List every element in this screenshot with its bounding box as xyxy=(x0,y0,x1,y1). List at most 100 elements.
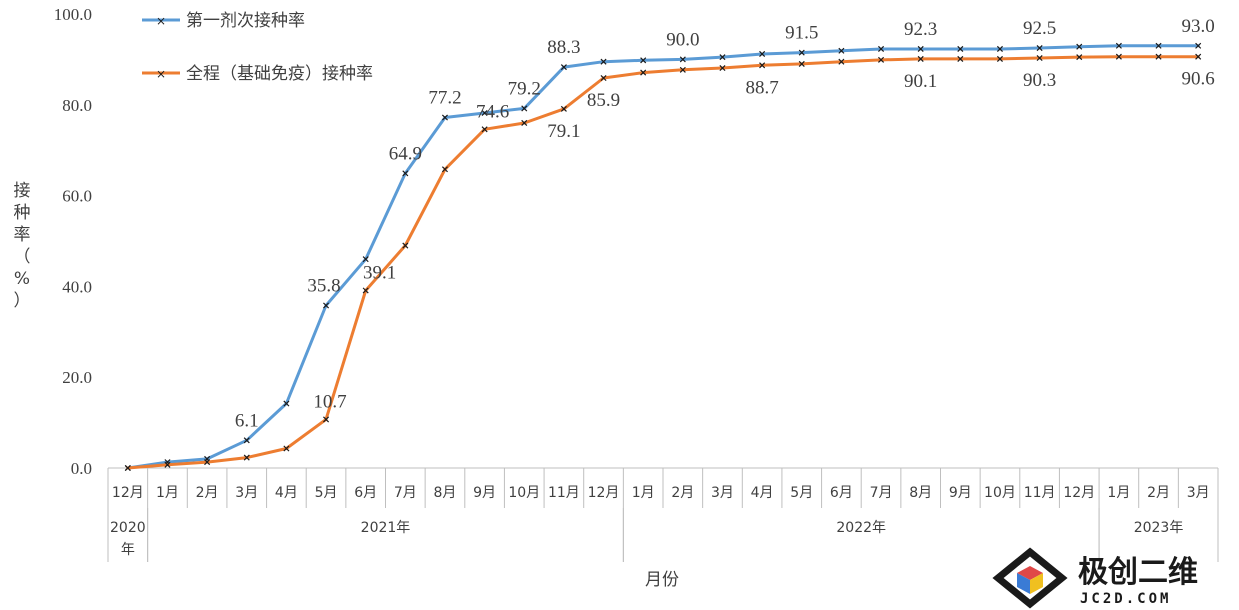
data-labels: 6.1 35.8 64.9 77.2 79.2 88.3 90.0 91.5 92.3 92.5 9… xyxy=(235,16,1215,432)
watermark-site: JC2D.COM xyxy=(1080,591,1171,607)
data-label: 74.6 xyxy=(476,101,509,122)
year-label: 2022年 xyxy=(836,520,886,536)
legend-marker-first-dose: × xyxy=(156,14,166,28)
data-point xyxy=(402,242,409,249)
y-axis-title-char: 接 xyxy=(14,181,31,201)
year-label: 年 xyxy=(121,542,135,558)
year-label: 2020 xyxy=(110,520,146,536)
series-lines xyxy=(124,42,1202,472)
x-tick-label: 3月 xyxy=(1187,485,1210,501)
legend: × 第一剂次接种率 × 全程（基础免疫）接种率 xyxy=(142,11,373,84)
data-point xyxy=(521,105,528,112)
x-tick-label: 3月 xyxy=(711,485,734,501)
data-label: 92.3 xyxy=(904,19,937,40)
series-line-0 xyxy=(126,44,1200,470)
year-label: 2021年 xyxy=(361,520,411,536)
data-point xyxy=(481,109,488,116)
x-tick-label: 5月 xyxy=(790,485,813,501)
x-tick-label: 11月 xyxy=(548,485,580,501)
legend-label-full-course: 全程（基础免疫）接种率 xyxy=(186,64,373,84)
data-label: 91.5 xyxy=(785,23,818,44)
data-label: 88.3 xyxy=(547,37,580,58)
x-tick-label: 12月 xyxy=(588,485,620,501)
data-point xyxy=(719,65,726,72)
x-tick-label: 10月 xyxy=(508,485,540,501)
data-point xyxy=(1115,42,1122,49)
data-point xyxy=(323,302,330,309)
y-tick-label: 40.0 xyxy=(62,277,92,296)
data-label: 85.9 xyxy=(587,90,620,111)
data-point xyxy=(878,56,885,63)
data-point xyxy=(798,60,805,67)
x-tick-label: 10月 xyxy=(984,485,1016,501)
data-label: 79.2 xyxy=(508,78,541,99)
y-axis-title: 接种率（%） xyxy=(14,181,31,311)
data-label: 6.1 xyxy=(235,410,259,431)
data-point xyxy=(759,50,766,57)
data-point xyxy=(124,464,131,472)
data-point xyxy=(1155,42,1162,49)
data-label: 64.9 xyxy=(389,143,422,164)
legend-item-full-course: × 全程（基础免疫）接种率 xyxy=(142,64,373,84)
data-point xyxy=(283,400,290,407)
data-point xyxy=(441,166,448,173)
cube-logo-icon xyxy=(992,547,1068,609)
data-point xyxy=(679,56,686,63)
y-axis-title-char: （ xyxy=(14,247,31,267)
y-tick-label: 80.0 xyxy=(62,96,92,115)
y-axis-title-char: % xyxy=(14,269,30,289)
data-label: 90.1 xyxy=(904,71,937,92)
data-point xyxy=(164,461,171,468)
x-tick-label: 2月 xyxy=(196,485,219,501)
data-label: 35.8 xyxy=(307,275,340,296)
y-tick-label: 0.0 xyxy=(71,459,92,478)
data-point xyxy=(1036,45,1043,52)
axes: 0.0 20.0 40.0 60.0 80.0 100.0 12月 1月 2月 3月 4月 5月 6月 7… xyxy=(54,5,1219,562)
x-tick-label: 7月 xyxy=(870,485,893,501)
y-axis-title-char: ） xyxy=(14,291,31,311)
y-tick-label: 60.0 xyxy=(62,187,92,206)
data-label: 93.0 xyxy=(1182,16,1215,37)
data-point xyxy=(1076,43,1083,50)
data-point xyxy=(1195,42,1202,49)
x-tick-label: 1月 xyxy=(632,485,655,501)
data-point xyxy=(1036,55,1043,62)
data-point xyxy=(560,64,567,71)
y-tick-label: 100.0 xyxy=(54,5,92,24)
data-point xyxy=(204,459,211,466)
y-tick-label: 20.0 xyxy=(62,368,92,387)
data-point xyxy=(996,55,1003,62)
data-label: 92.5 xyxy=(1023,18,1056,39)
data-label: 88.7 xyxy=(745,77,778,98)
x-tick-label: 8月 xyxy=(434,485,457,501)
data-label: 90.3 xyxy=(1023,70,1056,91)
watermark-brand: 极创二维 xyxy=(1078,555,1198,590)
data-point xyxy=(481,126,488,133)
data-point xyxy=(719,54,726,61)
data-point xyxy=(838,58,845,65)
watermark: 极创二维 JC2D.COM xyxy=(992,547,1198,609)
data-point xyxy=(1115,53,1122,60)
data-point xyxy=(996,45,1003,52)
data-point xyxy=(917,45,924,52)
data-point xyxy=(243,454,250,461)
data-point xyxy=(441,114,448,121)
data-point xyxy=(521,119,528,126)
data-point xyxy=(1195,53,1202,60)
data-point xyxy=(402,170,409,177)
data-point xyxy=(362,256,369,263)
x-tick-label: 9月 xyxy=(473,485,496,501)
year-label: 2023年 xyxy=(1134,520,1184,536)
data-point xyxy=(560,105,567,112)
data-point xyxy=(838,47,845,54)
x-tick-label: 3月 xyxy=(235,485,258,501)
data-point xyxy=(600,58,607,65)
data-point xyxy=(878,45,885,52)
data-point xyxy=(1076,54,1083,61)
data-point xyxy=(362,287,369,294)
data-label: 10.7 xyxy=(313,391,346,412)
x-tick-label: 7月 xyxy=(394,485,417,501)
x-axis-title: 月份 xyxy=(645,570,679,590)
x-tick-label: 1月 xyxy=(1107,485,1130,501)
